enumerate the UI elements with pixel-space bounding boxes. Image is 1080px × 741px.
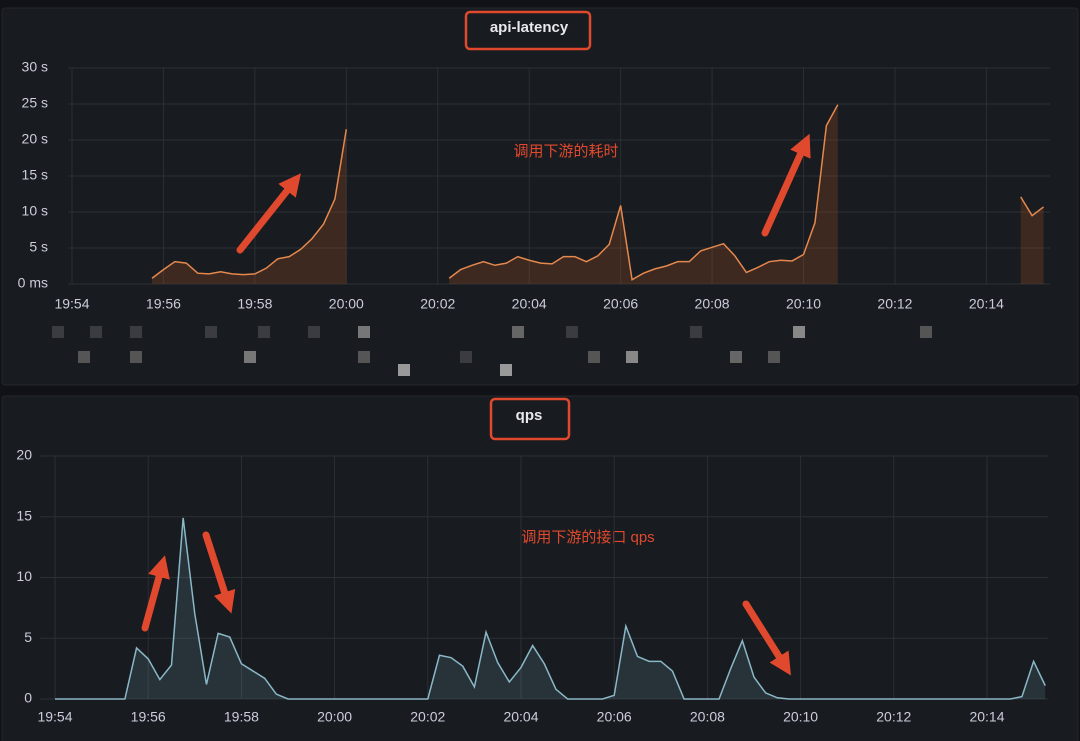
title-highlight: [489, 397, 571, 441]
panel-title: api-latency: [490, 19, 569, 36]
series-line: [55, 517, 1046, 700]
title-highlight: [464, 10, 592, 51]
series-line: [151, 104, 1045, 281]
y-tick-label: 20: [16, 447, 32, 463]
series-area: [55, 517, 1046, 699]
x-tick-label: 20:02: [420, 296, 455, 312]
x-tick-label: 20:08: [690, 709, 725, 725]
y-tick-label: 30 s: [22, 59, 48, 75]
blurred-legend: [52, 326, 932, 376]
x-tick-label: 20:04: [503, 709, 538, 725]
y-tick-label: 15: [16, 507, 32, 523]
y-tick-label: 0: [24, 690, 32, 706]
panel-title: qps: [516, 407, 543, 424]
x-tick-label: 19:54: [37, 709, 72, 725]
y-tick-label: 0 ms: [18, 275, 48, 291]
x-tick-label: 20:10: [783, 709, 818, 725]
series-area: [152, 104, 1044, 284]
x-tick-label: 20:14: [969, 296, 1004, 312]
x-tick-label: 20:12: [877, 296, 912, 312]
x-tick-label: 19:58: [224, 709, 259, 725]
x-tick-label: 19:58: [237, 296, 272, 312]
y-tick-label: 10: [16, 568, 32, 584]
arrows: [141, 133, 811, 676]
y-tick-label: 15 s: [22, 167, 48, 183]
qps-panel: [1, 395, 1079, 741]
x-tick-label: 20:14: [969, 709, 1004, 725]
x-tick-label: 20:06: [597, 709, 632, 725]
annotation: 调用下游的接口 qps: [521, 529, 654, 546]
y-tick-label: 5: [24, 629, 32, 645]
x-tick-label: 19:56: [131, 709, 166, 725]
x-tick-label: 20:04: [512, 296, 547, 312]
x-tick-label: 20:06: [603, 296, 638, 312]
y-tick-label: 10 s: [22, 203, 48, 219]
latency-panel: [1, 7, 1079, 386]
y-tick-label: 20 s: [22, 131, 48, 147]
y-tick-label: 25 s: [22, 95, 48, 111]
x-tick-label: 20:00: [317, 709, 352, 725]
x-tick-label: 19:56: [146, 296, 181, 312]
x-tick-label: 20:02: [410, 709, 445, 725]
x-tick-label: 20:10: [786, 296, 821, 312]
x-tick-label: 20:08: [695, 296, 730, 312]
annotation: 调用下游的耗时: [513, 143, 618, 160]
x-tick-label: 19:54: [54, 296, 89, 312]
x-tick-label: 20:12: [876, 709, 911, 725]
y-tick-label: 5 s: [29, 239, 48, 255]
x-tick-label: 20:00: [329, 296, 364, 312]
